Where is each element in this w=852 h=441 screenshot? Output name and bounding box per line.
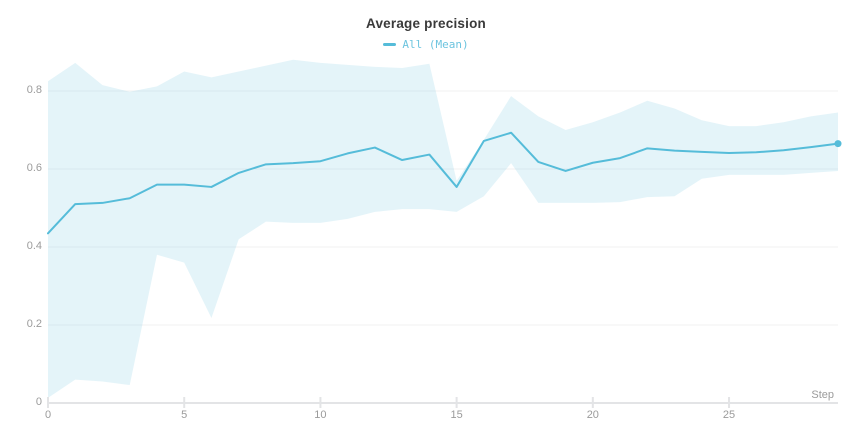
x-axis-title: Step: [811, 389, 834, 401]
legend-label: All (Mean): [402, 37, 469, 51]
last-point-marker[interactable]: [834, 140, 842, 148]
y-tick-label-0.6: 0.6: [26, 162, 42, 174]
x-tick-label-25: 25: [722, 409, 736, 421]
mean-line: [47, 131, 839, 235]
x-tick-label-0: 0: [44, 409, 52, 421]
y-tick-label-0.8: 0.8: [26, 84, 42, 96]
legend-line-swatch-icon: [383, 43, 397, 46]
x-tick-label-15: 15: [450, 409, 463, 421]
x-tick-label-10: 10: [314, 409, 327, 421]
y-tick-label-0.4: 0.4: [26, 240, 42, 252]
y-tick-label-0.2: 0.2: [26, 318, 42, 330]
chart-title: Average precision: [366, 16, 486, 31]
x-tick-label-20: 20: [586, 409, 599, 421]
confidence-band: [48, 59, 838, 398]
x-tick-label-5: 5: [181, 409, 188, 421]
legend: All (Mean): [0, 35, 852, 52]
y-tick-label-0: 0: [35, 396, 42, 408]
legend-item-all-mean[interactable]: All (Mean): [383, 37, 469, 52]
